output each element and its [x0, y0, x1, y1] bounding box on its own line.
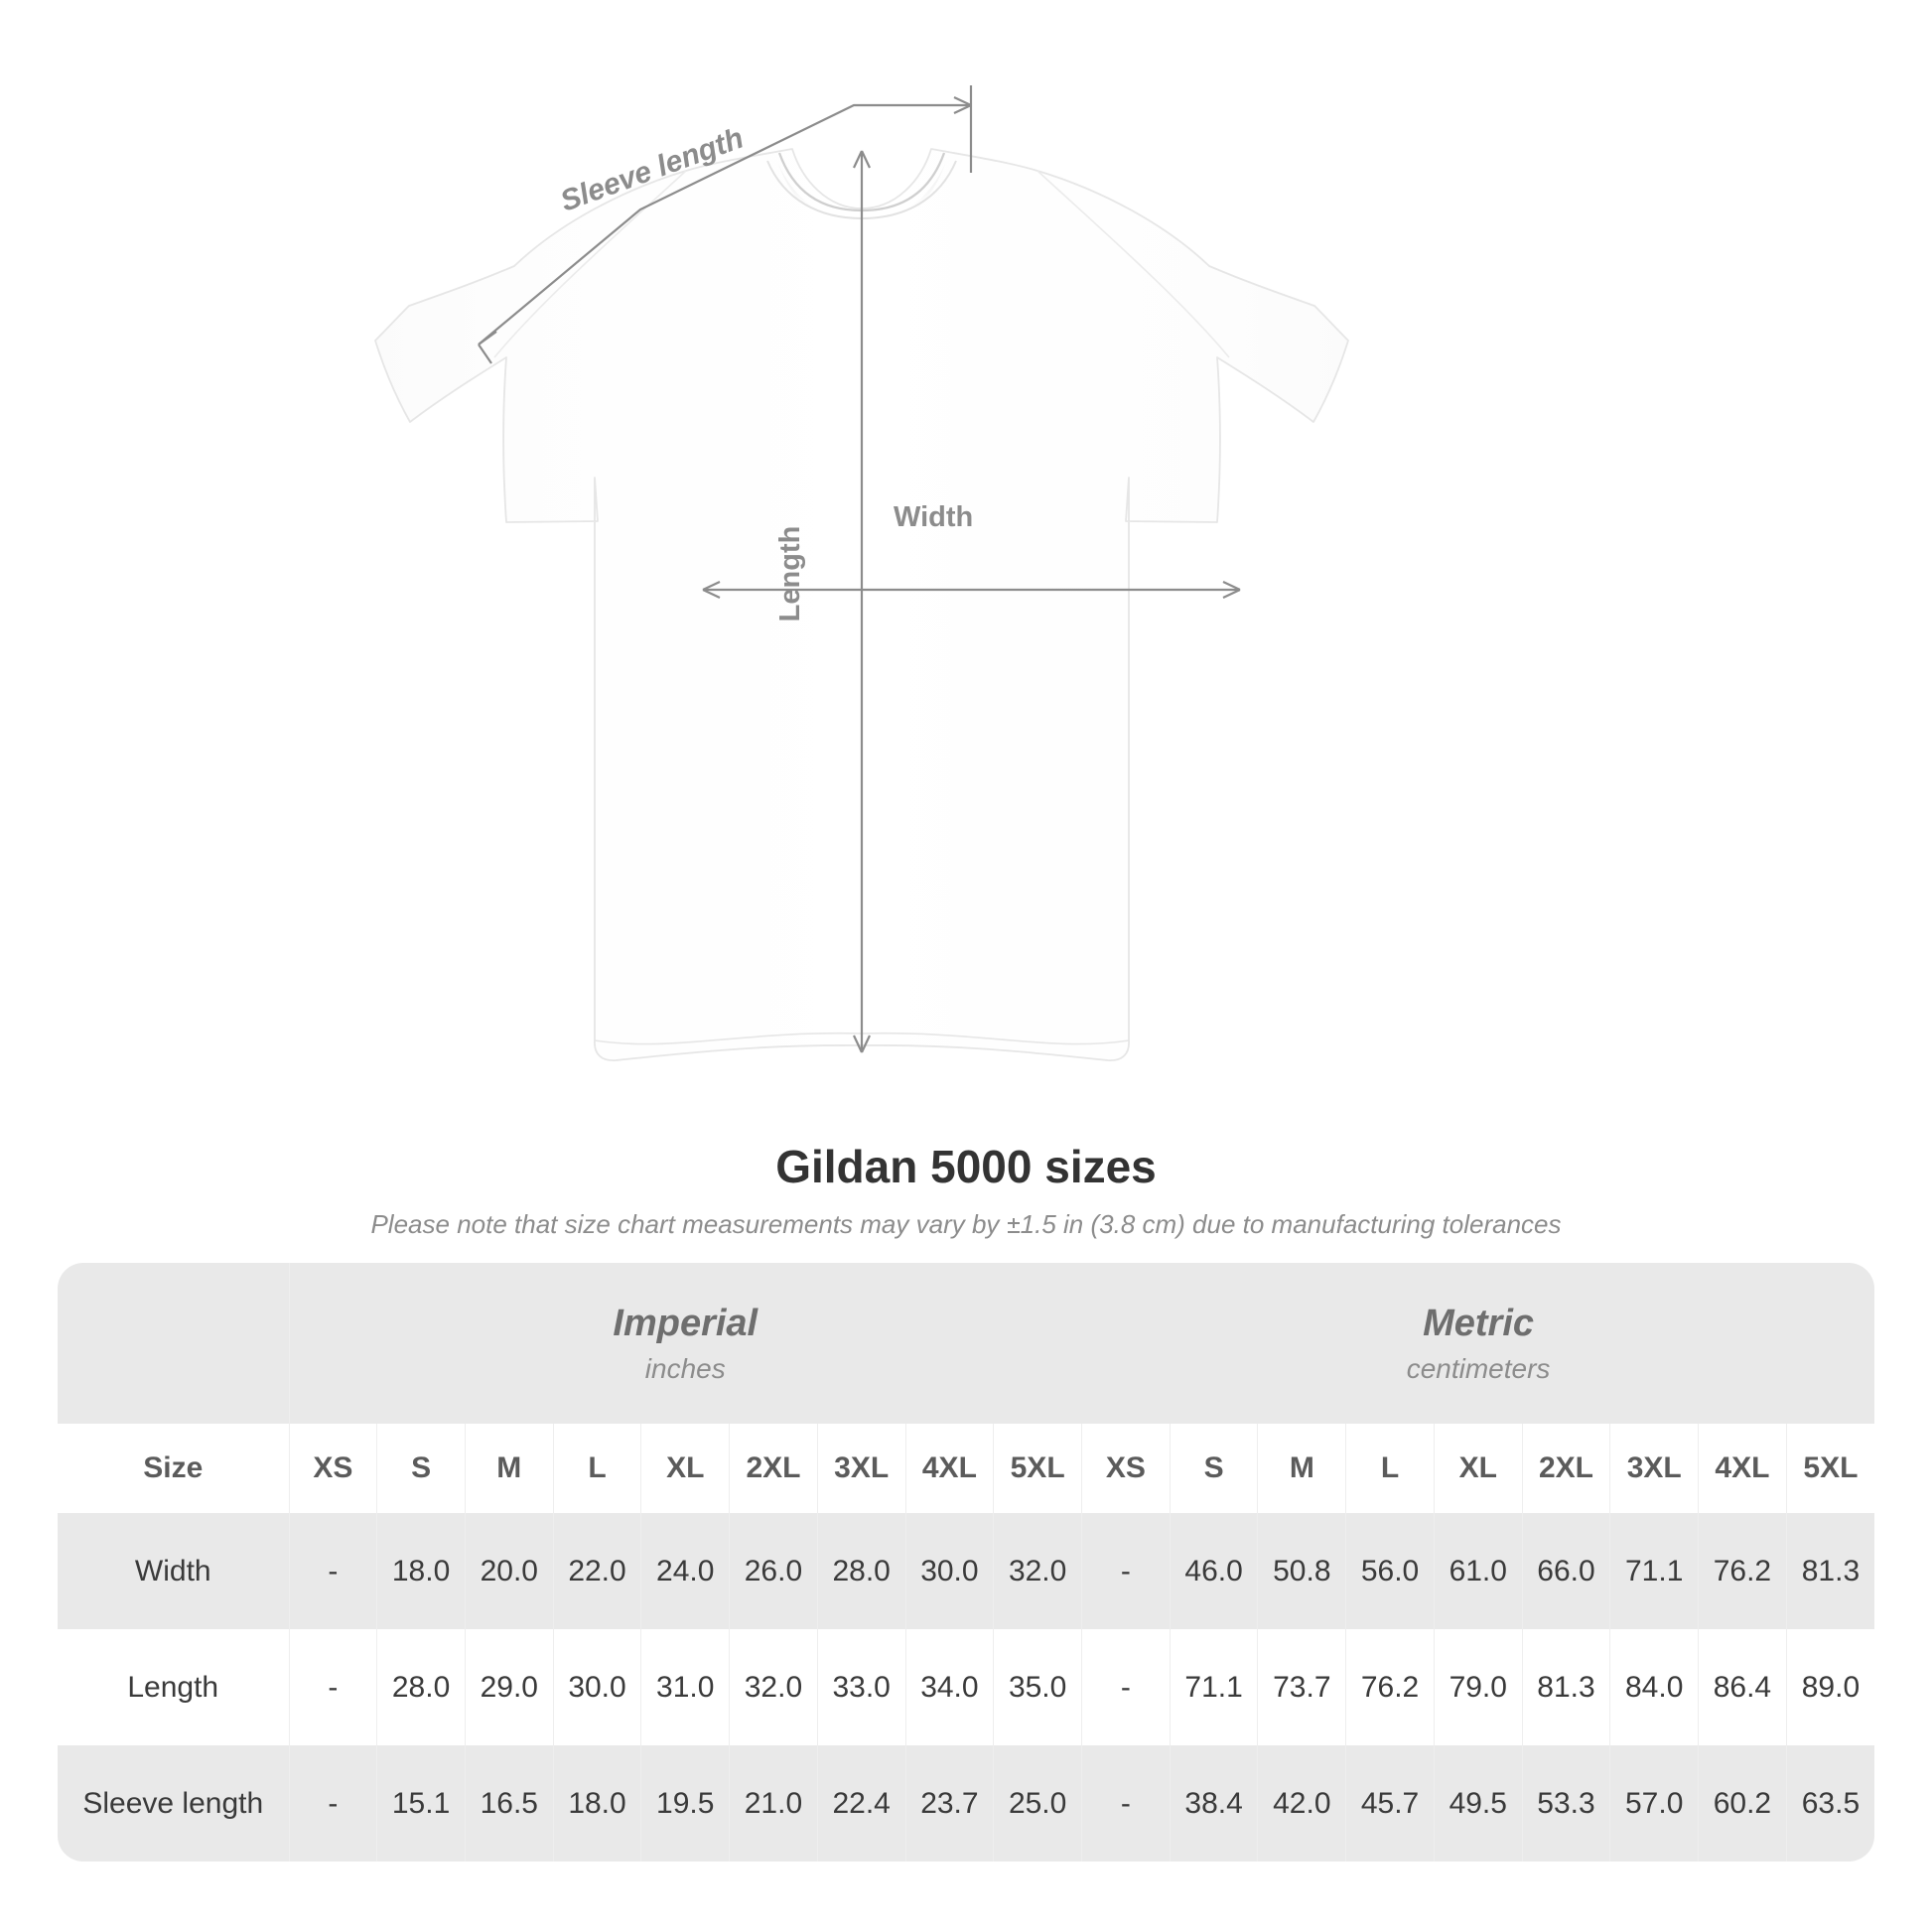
svg-text:Length: Length — [774, 526, 806, 622]
svg-text:Width: Width — [894, 501, 973, 533]
